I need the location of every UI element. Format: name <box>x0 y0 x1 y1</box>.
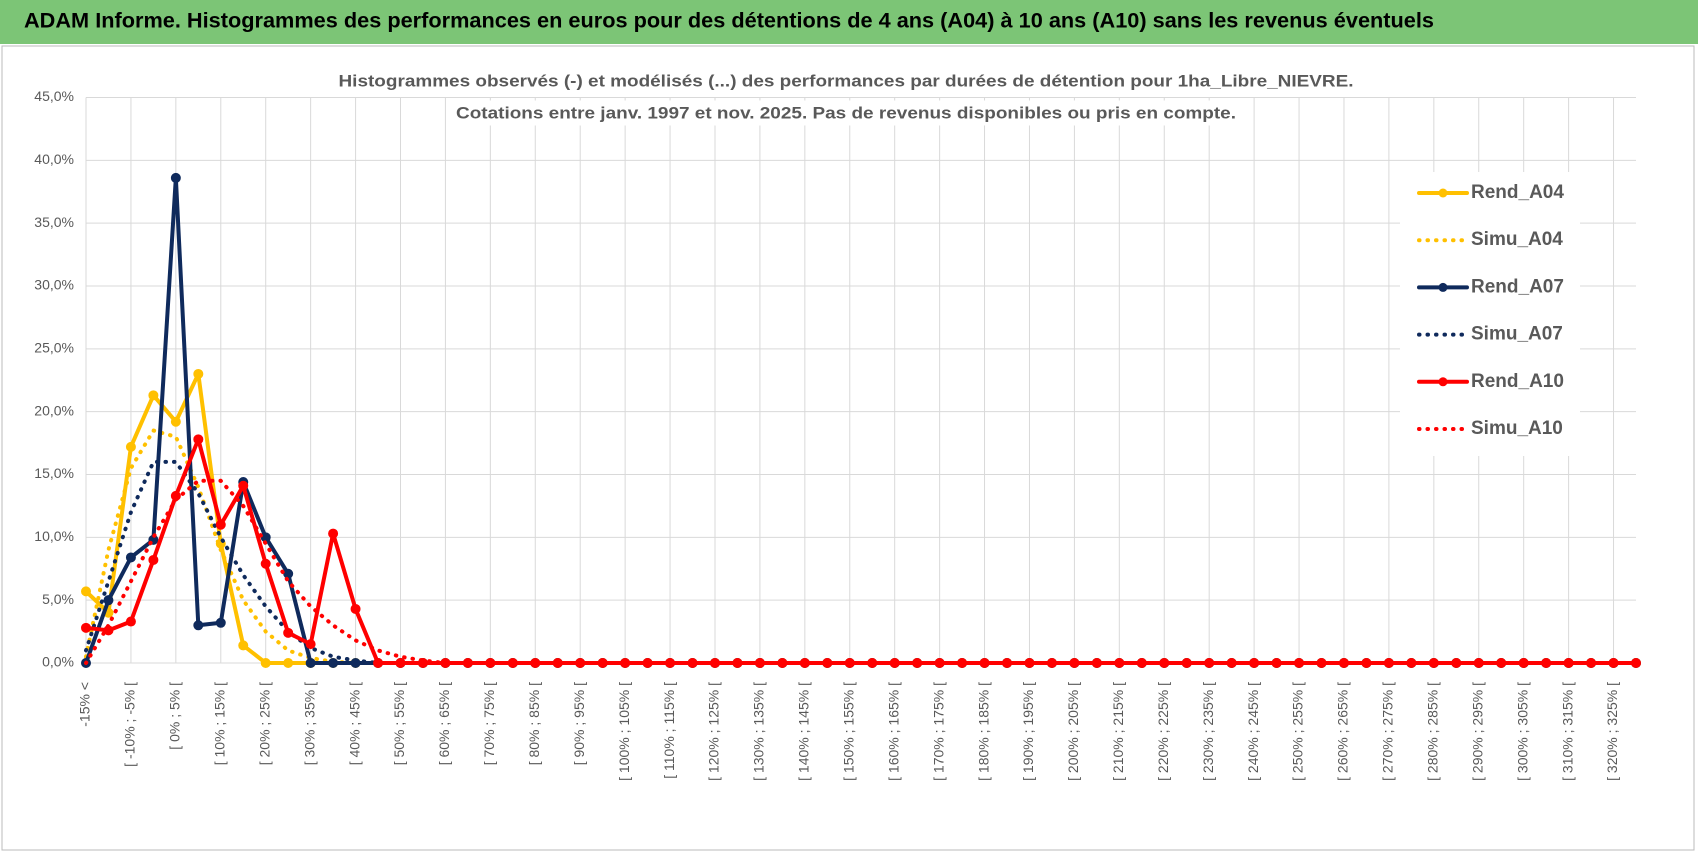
x-tick-label: [ 250% ; 255% [ <box>1290 682 1306 781</box>
series-marker <box>148 554 159 565</box>
series-marker <box>350 603 361 614</box>
x-tick-label: [ 130% ; 135% [ <box>751 682 767 781</box>
x-tick-label: -15% < <box>77 682 93 727</box>
series-marker <box>373 658 384 668</box>
y-tick-label: 45,0% <box>34 88 74 104</box>
title-background <box>332 68 1360 94</box>
series-marker <box>170 172 181 183</box>
y-tick-label: 10,0% <box>34 528 74 544</box>
legend-label: Simu_A07 <box>1471 324 1563 345</box>
x-tick-label: [ 160% ; 165% [ <box>885 682 901 781</box>
x-tick-label: [ 180% ; 185% [ <box>975 682 991 781</box>
x-tick-label: [ 320% ; 325% [ <box>1604 682 1620 781</box>
x-tick-label: [ 120% ; 125% [ <box>706 682 722 781</box>
x-tick-label: [ -10% ; -5% [ <box>122 682 138 767</box>
header-title: ADAM Informe. Histogrammes des performan… <box>24 10 1434 33</box>
x-tick-label: [ 300% ; 305% [ <box>1514 682 1530 781</box>
series-marker <box>238 640 249 651</box>
x-tick-label: [ 210% ; 215% [ <box>1110 682 1126 781</box>
x-tick-label: [ 310% ; 315% [ <box>1559 682 1575 781</box>
title-background <box>450 100 1242 126</box>
x-tick-label: [ 260% ; 265% [ <box>1335 682 1351 781</box>
x-tick-label: [ 190% ; 195% [ <box>1020 682 1036 781</box>
x-tick-label: [ 90% ; 95% [ <box>571 682 587 765</box>
x-tick-label: [ 50% ; 55% [ <box>391 682 407 765</box>
x-tick-label: [ 200% ; 205% [ <box>1065 682 1081 781</box>
y-tick-label: 25,0% <box>34 340 74 356</box>
series-marker <box>193 368 204 379</box>
y-tick-label: 40,0% <box>34 151 74 167</box>
series-marker <box>103 595 114 606</box>
series-marker <box>283 658 294 668</box>
x-tick-label: [ 60% ; 65% [ <box>436 682 452 765</box>
legend-label: Rend_A07 <box>1471 276 1564 297</box>
legend-label: Simu_A04 <box>1471 229 1563 250</box>
y-tick-label: 0,0% <box>42 654 74 670</box>
legend-marker <box>1438 282 1448 292</box>
legend-marker <box>1438 377 1448 387</box>
series-marker <box>260 532 271 543</box>
x-tick-label: [ 30% ; 35% [ <box>301 682 317 765</box>
x-tick-label: [ 0% ; 5% [ <box>167 682 183 750</box>
x-tick-label: [ 140% ; 145% [ <box>796 682 812 781</box>
chart-title: Histogrammes observés (-) et modélisés (… <box>339 71 1354 90</box>
y-tick-label: 15,0% <box>34 465 74 481</box>
legend-marker <box>1438 188 1448 198</box>
legend-label: Rend_A04 <box>1471 182 1564 203</box>
x-tick-label: [ 20% ; 25% [ <box>256 682 272 765</box>
series-line <box>84 478 1638 665</box>
series-marker <box>395 658 406 668</box>
series-marker <box>81 622 91 633</box>
y-tick-label: 30,0% <box>34 277 74 293</box>
series-marker <box>328 658 339 668</box>
x-tick-label: [ 70% ; 75% [ <box>481 682 497 765</box>
x-tick-label: [ 40% ; 45% [ <box>346 682 362 765</box>
y-tick-label: 35,0% <box>34 214 74 230</box>
chart-subtitle: Cotations entre janv. 1997 et nov. 2025.… <box>456 103 1236 122</box>
series-marker <box>305 658 316 668</box>
series-marker <box>193 434 204 445</box>
x-tick-label: [ 80% ; 85% [ <box>526 682 542 765</box>
series-marker <box>260 658 271 668</box>
x-tick-label: [ 10% ; 15% [ <box>211 682 227 765</box>
series-marker <box>125 616 136 627</box>
series-marker <box>283 568 294 579</box>
series-marker <box>170 416 181 427</box>
series-marker <box>125 552 136 563</box>
x-tick-label: [ 150% ; 155% [ <box>840 682 856 781</box>
series-marker <box>215 519 226 530</box>
x-tick-label: [ 170% ; 175% [ <box>930 682 946 781</box>
x-tick-label: [ 230% ; 235% [ <box>1200 682 1216 781</box>
x-tick-label: [ 280% ; 285% [ <box>1425 682 1441 781</box>
legend-label: Rend_A10 <box>1471 371 1564 392</box>
x-tick-label: [ 110% ; 115% [ <box>661 682 677 779</box>
series-marker <box>305 639 316 650</box>
x-tick-label: [ 220% ; 225% [ <box>1155 682 1171 781</box>
x-tick-label: [ 290% ; 295% [ <box>1469 682 1485 781</box>
series-marker <box>193 620 204 631</box>
y-tick-label: 5,0% <box>42 591 74 607</box>
series-marker <box>260 558 271 569</box>
x-tick-label: [ 100% ; 105% [ <box>616 682 632 781</box>
series-marker <box>1631 658 1641 668</box>
y-tick-label: 20,0% <box>34 402 74 418</box>
legend-background <box>1400 172 1580 456</box>
series-marker <box>283 627 294 638</box>
series-marker <box>328 528 339 539</box>
legend-label: Simu_A10 <box>1471 418 1563 439</box>
series-marker <box>148 390 159 401</box>
series-marker <box>238 480 249 491</box>
x-tick-label: [ 240% ; 245% [ <box>1245 682 1261 781</box>
series-marker <box>215 617 226 628</box>
x-tick-label: [ 270% ; 275% [ <box>1380 682 1396 781</box>
header-bar <box>0 0 1698 44</box>
series-marker <box>125 441 136 452</box>
series-marker <box>81 586 91 597</box>
